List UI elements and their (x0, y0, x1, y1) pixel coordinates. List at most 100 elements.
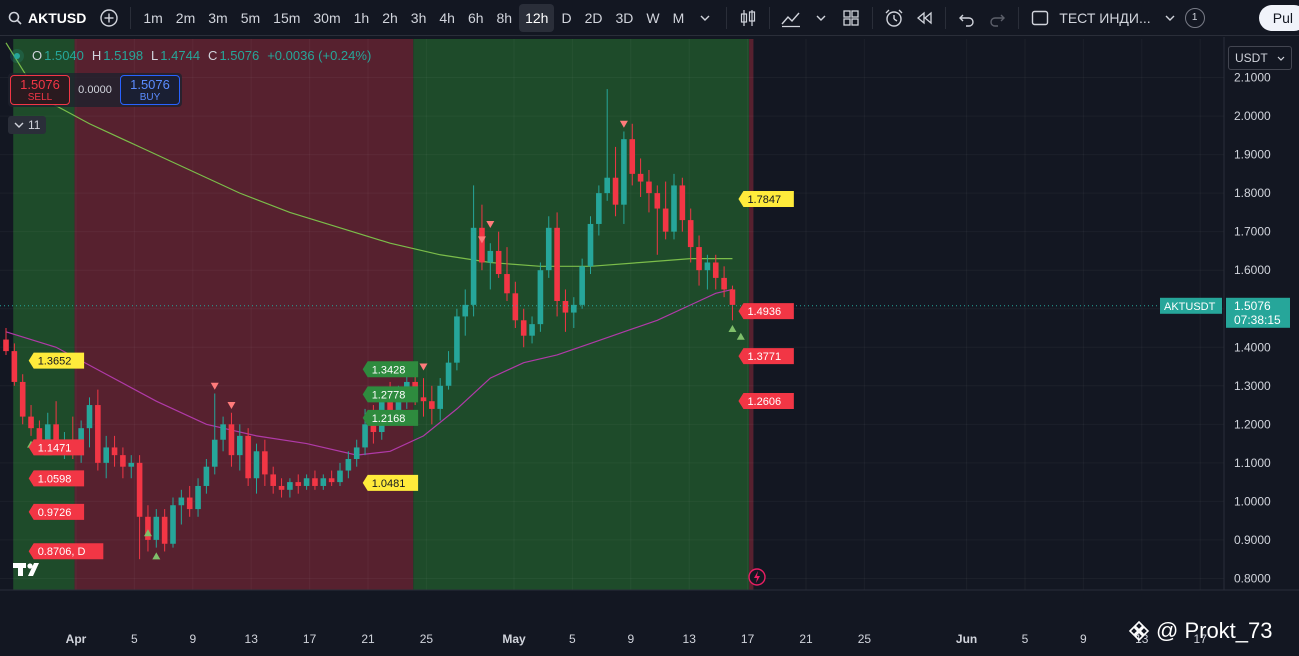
candle (278, 478, 285, 498)
layout-name-toggle[interactable] (1025, 4, 1055, 32)
level-label-text: 0.8706, D (38, 546, 86, 558)
candle (646, 170, 652, 213)
candle (253, 443, 260, 494)
interval-3h[interactable]: 3h (410, 9, 427, 26)
level-label-text: 1.2606 (747, 396, 781, 408)
template-dropdown[interactable] (1155, 4, 1185, 32)
candle (320, 474, 327, 490)
candle-body (387, 401, 393, 413)
interval-2m[interactable]: 2m (175, 9, 196, 26)
candle-body (86, 405, 93, 429)
buy-button[interactable]: 1.5076 BUY (120, 75, 180, 105)
candle-body (479, 227, 485, 263)
interval-M[interactable]: M (672, 9, 685, 26)
symbol-search[interactable]: AKTUSD (0, 0, 94, 36)
interval-dropdown[interactable] (690, 4, 720, 32)
interval-2D[interactable]: 2D (584, 9, 603, 26)
candle-body (487, 250, 494, 263)
candle-body (395, 393, 402, 413)
candle (445, 351, 452, 390)
candle-body (36, 428, 43, 440)
indicators-dropdown[interactable] (806, 4, 836, 32)
alert-button[interactable] (879, 4, 909, 32)
candle (19, 374, 26, 425)
price-tick-label: 1.0000 (1234, 494, 1271, 508)
sell-signal-marker (419, 363, 428, 371)
currency-select[interactable]: USDT (1228, 46, 1292, 70)
candle-body (362, 424, 368, 448)
candle-body (136, 462, 143, 517)
candle-body (312, 478, 318, 486)
interval-1m[interactable]: 1m (143, 9, 163, 26)
sell-signal-marker (227, 402, 236, 410)
candle (429, 385, 435, 425)
interval-2h[interactable]: 2h (382, 9, 398, 26)
replay-button[interactable] (909, 4, 939, 32)
candle-body (554, 227, 560, 302)
interval-6h[interactable]: 6h (467, 9, 484, 26)
interval-5m[interactable]: 5m (240, 9, 261, 26)
interval-3D[interactable]: 3D (615, 9, 634, 26)
candle-body (654, 193, 661, 209)
candle (704, 254, 711, 290)
interval-1h[interactable]: 1h (353, 9, 370, 26)
interval-8h[interactable]: 8h (496, 9, 513, 26)
candle (353, 439, 360, 467)
candle-body (579, 266, 585, 305)
layout-button[interactable] (836, 4, 866, 32)
plus-circle-icon (100, 8, 119, 27)
candle-body (571, 304, 577, 313)
price-tick-label: 1.9000 (1234, 148, 1271, 162)
candle-body (545, 227, 552, 271)
level-label-box (28, 470, 85, 487)
time-tick-label: 25 (420, 632, 434, 646)
level-label-box (28, 503, 85, 520)
candle (153, 509, 160, 548)
candle (596, 185, 602, 236)
price-chart[interactable]: 1.3652 1.1471 1.0598 0.9726 0.8706, D 1.0481 1… (0, 37, 1299, 656)
time-tick-label: 13 (1135, 632, 1149, 646)
interval-15m[interactable]: 15m (273, 9, 301, 26)
candle-body (337, 470, 343, 483)
candle-body (612, 177, 619, 205)
candle (28, 405, 34, 436)
level-label: 1.2168 (362, 409, 419, 426)
interval-12h[interactable]: 12h (519, 3, 555, 32)
candle-body (596, 193, 602, 224)
candle-body (3, 339, 9, 352)
interval-4h[interactable]: 4h (439, 9, 455, 26)
candle-style-button[interactable] (733, 4, 763, 32)
level-label-box (28, 543, 104, 560)
interval-30m[interactable]: 30m (313, 9, 341, 26)
divider (769, 6, 771, 29)
candle-body (220, 424, 226, 440)
sell-signal-marker (477, 236, 486, 244)
level-label: 1.4936 (738, 303, 794, 320)
redo-button[interactable] (982, 4, 1012, 32)
symbol-tag-box (1160, 297, 1222, 314)
undo-button[interactable] (952, 4, 982, 32)
compare-add-button[interactable] (94, 4, 124, 32)
sell-button[interactable]: 1.5076 SELL (10, 75, 70, 105)
time-tick-label: 9 (1080, 632, 1087, 646)
interval-W[interactable]: W (646, 9, 660, 26)
candle (220, 416, 226, 452)
spread-value: 0.0000 (78, 84, 112, 96)
top-toolbar: AKTUSD 1m 2m 3m 5m 15m 30m 1h 2h 3h 4h 6h 8h 12h D 2D 3… (0, 0, 1299, 36)
publish-button[interactable]: Pul (1258, 5, 1299, 31)
indicator-count-badge: 1 (1184, 7, 1205, 28)
interval-3m[interactable]: 3m (208, 9, 228, 26)
level-label-text: 1.7847 (747, 194, 781, 206)
level-label: 1.3428 (362, 361, 419, 378)
candle-body (211, 439, 218, 467)
time-tick-label: 5 (131, 632, 138, 646)
candle (437, 378, 443, 421)
interval-D[interactable]: D (561, 9, 572, 26)
indicators-button[interactable] (776, 4, 806, 32)
candle-body (120, 455, 126, 467)
candle (228, 412, 235, 467)
indicator-template-name[interactable]: ТЕСТ ИНДИ... (1059, 9, 1151, 26)
candle-body (178, 497, 185, 506)
candle-body (53, 424, 59, 448)
indicators-collapse-button[interactable]: 11 (8, 116, 47, 134)
